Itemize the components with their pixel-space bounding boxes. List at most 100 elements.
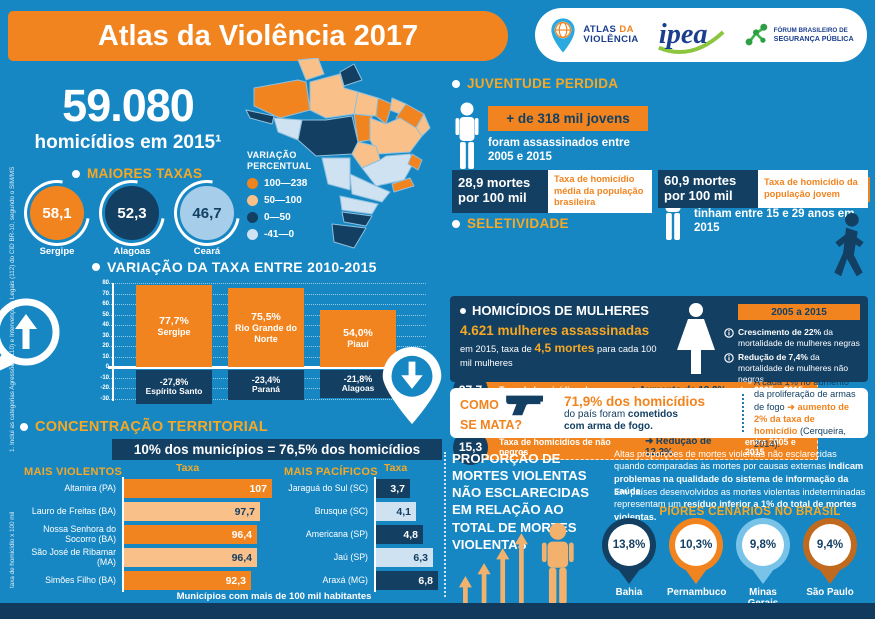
arrow-up-pin-icon	[0, 298, 60, 371]
row-bar: 92,3	[124, 571, 251, 590]
rate-value: 46,7	[192, 204, 222, 222]
atlas-logo-line2: VIOLÊNCIA	[583, 34, 639, 45]
bar-down-espirito-santo: -27,8% Espírito Santo	[136, 370, 212, 404]
state-rio-grande-sul	[331, 223, 367, 249]
row-label: Jaraguá do Sul (SC)	[288, 482, 368, 493]
state-maranhao	[353, 91, 379, 117]
legend-range: 0—50	[264, 211, 291, 223]
section-marker-icon	[72, 169, 80, 178]
bar-label: Alagoas	[341, 383, 375, 394]
state-sao-paulo	[349, 173, 391, 203]
section-concentracao: CONCENTRAÇÃO TERRITORIAL	[20, 419, 268, 435]
pin-tail-icon	[618, 569, 640, 584]
p1-pre: Altas proporções de mortes violentas não…	[614, 449, 837, 472]
table-row: Brusque (SC) 4,1	[284, 500, 442, 523]
variation-bar-chart: 80 70 60 50 40 30 20 10 0 -10 -20 -30 77…	[94, 280, 426, 407]
column-divider	[444, 452, 446, 597]
total-number: 59.080	[62, 80, 195, 131]
zero-line	[108, 366, 426, 369]
info-icon	[724, 353, 734, 363]
bullet-rest: da mortalidade de mulheres negras	[738, 327, 860, 348]
table-row: Jaraguá do Sul (SC) 3,7	[284, 477, 442, 500]
table-title: MAIS PACÍFICOS	[284, 466, 378, 478]
stat-value: 60,9 mortes por 100 mil	[658, 170, 758, 208]
top-rates-circles: 58,1 Sergipe 52,3 Alagoas 46,7 Ceará	[11, 167, 253, 259]
maiores-title-bold: TAXAS	[156, 166, 203, 181]
total-homicides: 59.080 homicídios em 2015¹	[18, 80, 238, 154]
state-santa-catarina	[341, 211, 373, 227]
state-mato-grosso-sul	[321, 157, 351, 191]
bar-label: Piauí	[347, 339, 369, 350]
row-bar: 6,8	[376, 571, 438, 590]
y-tick: -30	[100, 395, 109, 402]
y-tick: 30	[102, 332, 109, 339]
section-marker-icon	[452, 219, 460, 228]
table-row: São José de Ribamar (MA) 96,4	[24, 546, 276, 569]
bar-down-parana: -23,4% Paraná	[228, 370, 304, 400]
gun-headline: 71,9% dos homicídios	[564, 393, 706, 409]
pin-label: Bahia	[615, 587, 643, 598]
row-bar: 96,4	[124, 525, 257, 544]
pin-head-icon: 10,3%	[669, 518, 723, 572]
row-value: 3,7	[390, 482, 405, 495]
logo-bar: ATLAS DA VIOLÊNCIA ipea FÓRUM BRASILEIRO…	[535, 8, 867, 62]
state-piaui	[375, 97, 393, 125]
row-value: 96,4	[231, 528, 252, 541]
fbsp-logo: FÓRUM BRASILEIRO DE SEGURANÇA PÚBLICA	[743, 22, 854, 48]
y-tick: 60	[102, 301, 109, 307]
pin-head-icon: 13,8%	[602, 518, 656, 572]
row-bar: 4,1	[376, 502, 416, 521]
gun-note-bold: ➜ aumento de 2% da taxa de homicídio	[754, 401, 850, 437]
rate-label: Sergipe	[39, 246, 75, 257]
y-tick: -20	[100, 385, 109, 391]
y-tick: 0	[94, 364, 109, 370]
pin-percent: 9,4%	[816, 539, 844, 551]
mulheres-title-bold: DE MULHERES	[554, 303, 649, 318]
fbsp-line1: FÓRUM BRASILEIRO DE	[773, 27, 848, 34]
row-value: 97,7	[234, 505, 255, 518]
legend-item: 100—238	[247, 177, 355, 189]
state-espirito-santo	[407, 153, 423, 171]
legend-title-line1: VARIAÇÃO	[247, 150, 297, 160]
pin-head-icon: 9,4%	[803, 518, 857, 572]
pin-tail-icon	[819, 569, 841, 584]
women-sub-pre: em 2015, taxa de	[460, 344, 535, 354]
state-parana	[339, 195, 379, 215]
main-title-bold: Violência 2017	[218, 19, 419, 52]
row-value: 96,4	[231, 551, 252, 564]
legend-range: 50—100	[264, 194, 302, 206]
rate-label: Ceará	[193, 246, 221, 257]
legend-dot-icon	[247, 177, 258, 189]
y-tick: 20	[102, 343, 109, 349]
ipea-logo: ipea	[657, 19, 725, 54]
state-acre	[245, 109, 275, 125]
row-bar: 97,7	[124, 502, 260, 521]
state-rondonia	[273, 117, 303, 141]
proportion-heading: PROPORÇÃO DE MORTES VIOLENTAS NÃO ESCLAR…	[452, 451, 590, 552]
p2-bold: resíduo inferior a 1% do total de mortes…	[614, 499, 857, 522]
youth-sub-1: foram assassinados entre 2005 e 2015	[488, 137, 630, 164]
stat-desc: Taxa de homicídio da população jovem	[758, 170, 868, 208]
arrow-down-pin-icon	[382, 346, 442, 425]
gun-note-pre: A cada 1% no aumento da proliferação de …	[754, 376, 856, 412]
map-legend: VARIAÇÃO PERCENTUAL 100—238 50—100 0—50 …	[247, 150, 355, 240]
row-label: Araxá (MG)	[322, 574, 368, 585]
women-sub-post: para cada 100 mil mulheres	[460, 344, 657, 368]
bar-up-sergipe: 77,7% Sergipe	[136, 285, 212, 367]
table-row: Americana (SP) 4,8	[284, 523, 442, 546]
column-header-taxa: Taxa	[384, 462, 408, 474]
rate-stat-2: 60,9 mortes por 100 mil Taxa de homicídi…	[658, 170, 868, 208]
juventude-col1: + de 318 mil jovens foram assassinados e…	[452, 102, 652, 169]
row-value: 6,3	[413, 551, 428, 564]
section-seletividade: SELETIVIDADE	[452, 216, 569, 231]
rate-circle-ceara: 46,7 Ceará	[161, 167, 253, 259]
y-tick: 70	[102, 290, 109, 297]
pin-percent: 10,3%	[679, 539, 713, 551]
variacao-title-bold: ENTRE 2010-2015	[253, 259, 377, 275]
bar-value: -23,4%	[251, 375, 281, 386]
section-marker-icon	[92, 263, 100, 271]
como-se-mata-label: COMO SE MATA?	[460, 393, 564, 433]
info-icon	[724, 328, 734, 338]
selectivity-post: entre 2005 e 2015	[744, 437, 796, 457]
women-headline: 4.621 mulheres assassinadas	[460, 323, 650, 338]
